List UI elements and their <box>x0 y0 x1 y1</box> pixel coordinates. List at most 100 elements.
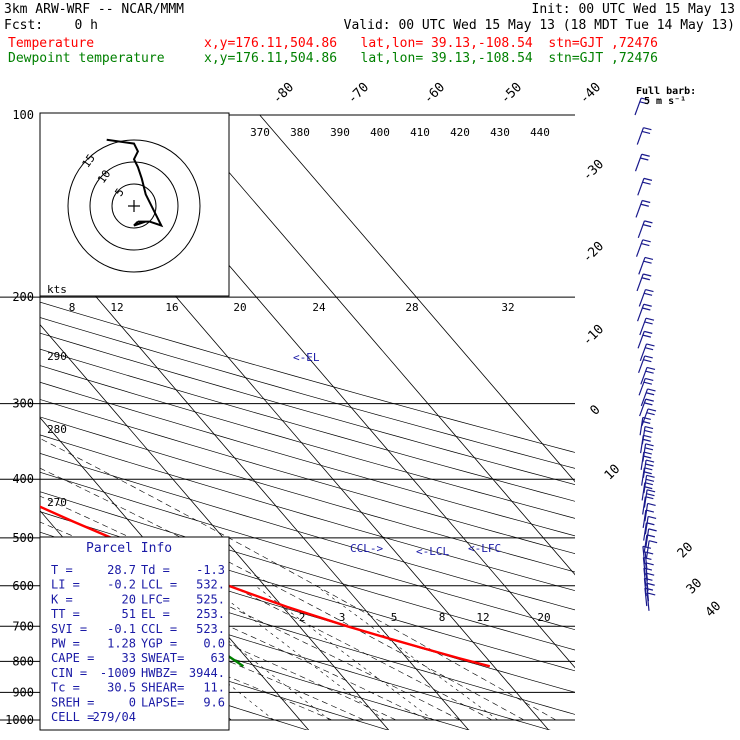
wind-barb-flag <box>643 177 653 181</box>
wind-barb <box>644 503 649 522</box>
wind-barb <box>645 540 650 559</box>
dry-adiabat-line <box>40 491 575 651</box>
parcel-info-box <box>39 536 230 731</box>
hodograph-units-label: kts <box>47 283 67 296</box>
wind-barb-flag <box>645 478 655 482</box>
wind-barb-flag <box>643 381 653 385</box>
mixing-ratio-line <box>157 585 330 721</box>
isotherm-label: -80 <box>270 80 297 107</box>
wind-barb <box>638 355 646 374</box>
parcel-info-label: K = <box>51 592 73 606</box>
wind-barb-flag <box>642 239 651 243</box>
isotherm-label: -10 <box>580 322 607 349</box>
mixing-ratio-label: 12 <box>476 611 489 624</box>
wind-barb-flag <box>644 425 654 430</box>
mixing-ratio-label: 20 <box>537 611 550 624</box>
wind-barb <box>638 289 647 307</box>
parcel-info-value: 51 <box>122 607 136 621</box>
pressure-label: 200 <box>12 290 34 304</box>
dry-adiabat-line <box>40 301 575 453</box>
temperature-profile <box>40 505 491 668</box>
wind-barb <box>641 482 646 501</box>
dry-adiabat-line <box>40 471 575 631</box>
parcel-info-value: 3944. <box>189 666 225 680</box>
theta-label: 410 <box>410 126 430 139</box>
mixing-ratio-label: 32 <box>501 301 514 314</box>
hodograph-ring <box>111 183 157 229</box>
isotherm-line <box>179 114 575 576</box>
model-title: 3km ARW-WRF -- NCAR/MMM <box>4 2 185 17</box>
wind-barb-flag <box>643 434 652 438</box>
wind-barb <box>638 378 646 396</box>
wind-barb-flag <box>643 567 653 571</box>
wind-barb <box>640 451 645 470</box>
wind-barb-flag <box>646 572 655 576</box>
parcel-info-label: SVI = <box>51 622 87 636</box>
wind-barb-flag <box>646 522 655 526</box>
isotherm-label: -70 <box>345 80 372 107</box>
wind-barb <box>639 317 647 336</box>
wind-barb-flag <box>642 545 652 549</box>
mixing-ratio-line <box>208 585 385 721</box>
wind-barb-flag <box>642 199 651 204</box>
parcel-info-label: YGP = <box>141 637 177 651</box>
legend-temperature-location: x,y=176.11,504.86 lat,lon= 39.13,-108.54… <box>204 36 658 51</box>
wind-barb-flag <box>645 496 654 500</box>
theta-label: 400 <box>370 126 390 139</box>
wind-barb-flag <box>648 528 657 532</box>
parcel-info-value: 532. <box>196 578 225 592</box>
hodograph-ring-label: 10 <box>95 168 113 186</box>
mixing-ratio-label: 8 <box>69 301 76 314</box>
wind-barb <box>636 304 645 322</box>
parcel-info-value: 253. <box>196 607 225 621</box>
wind-barb-flag <box>645 562 654 566</box>
wind-barb-flag <box>645 443 654 447</box>
mixing-ratio-line <box>255 585 434 721</box>
parcel-info-value: 9.6 <box>203 695 225 709</box>
wind-barb <box>638 257 646 275</box>
pressure-label: 900 <box>12 685 34 699</box>
wind-barb-flag <box>643 127 652 131</box>
wind-barb-flag <box>644 467 653 471</box>
parcel-level-annotation: CCL-> <box>350 542 383 555</box>
wind-barb-flag <box>644 587 654 591</box>
dry-adiabat-line <box>40 511 575 672</box>
parcel-info-label: SREH = <box>51 695 94 709</box>
theta-label: 280 <box>47 423 67 436</box>
isotherm-label: 10 <box>602 462 624 484</box>
theta-label: 370 <box>250 126 270 139</box>
isotherm-label: -30 <box>580 157 607 184</box>
mixing-ratio-label: 8 <box>439 611 446 624</box>
wind-barb-flag <box>642 334 652 338</box>
wind-barb-flag <box>643 455 652 459</box>
wind-barb-flag <box>646 412 655 416</box>
wind-barb <box>640 367 648 385</box>
parcel-info-value: 523. <box>196 622 225 636</box>
wind-barb <box>643 489 648 508</box>
hodograph-ring-label: 15 <box>80 152 98 170</box>
dry-adiabat-line <box>40 597 471 730</box>
parcel-info-value: 11. <box>203 681 225 695</box>
mixing-ratio-label: 24 <box>312 301 326 314</box>
parcel-info-label: CAPE = <box>51 651 94 665</box>
parcel-info-label: LI = <box>51 578 80 592</box>
parcel-info-panel: Parcel Info T = 28.7 Td = -1.3 LI = -0.2 LCL = 5… <box>39 536 230 731</box>
wind-barb-flag <box>644 330 653 334</box>
parcel-info-value: 0 <box>129 695 136 709</box>
dry-adiabat-line <box>40 348 575 502</box>
wind-barb-flag <box>647 408 657 412</box>
isotherm-label: -20 <box>580 239 607 266</box>
parcel-info-value: 279/04 <box>93 710 136 724</box>
wind-barb-flag <box>643 359 652 363</box>
theta-label: 390 <box>330 126 350 139</box>
wind-barb-flag <box>644 447 654 451</box>
wind-barb <box>644 516 649 535</box>
wind-barb-flag <box>642 420 651 424</box>
parcel-info-label: HWBZ= <box>141 666 177 680</box>
wind-barb <box>637 220 646 238</box>
wind-barb-flag <box>645 509 655 513</box>
moist-adiabat-line <box>40 521 461 721</box>
wind-barb-flag <box>646 534 656 538</box>
hodograph-trace <box>106 138 164 228</box>
parcel-info-label: LFC= <box>141 592 170 606</box>
